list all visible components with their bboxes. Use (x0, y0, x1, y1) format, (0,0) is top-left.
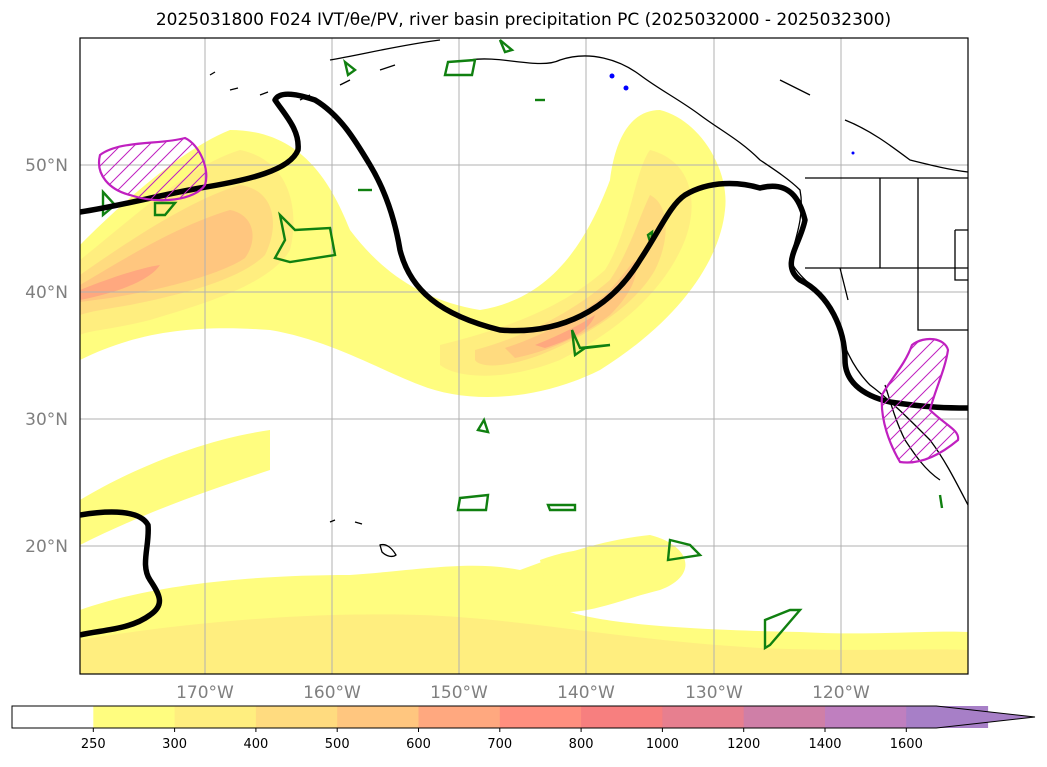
map-frame (79, 37, 969, 675)
map-panel: 50°N 40°N 30°N 20°N 170°W 160°W 150°W 14… (25, 37, 969, 700)
lat-labels: 50°N 40°N 30°N 20°N (25, 156, 68, 557)
lon-label-160w: 160°W (303, 683, 361, 700)
lat-label-30: 30°N (25, 410, 68, 430)
colorbar-cell (255, 706, 338, 728)
colorbar-tick-label: 1600 (890, 737, 923, 752)
lon-label-120w: 120°W (812, 683, 870, 700)
colorbar-cell (418, 706, 501, 728)
colorbar-tick-label: 600 (406, 737, 431, 752)
colorbar-cell (743, 706, 826, 728)
lon-labels: 170°W 160°W 150°W 140°W 130°W 120°W (176, 683, 870, 700)
colorbar-tick-label: 300 (162, 737, 187, 752)
map-title: 2025031800 F024 IVT/θe/PV, river basin p… (155, 10, 892, 30)
colorbar-cell (581, 706, 663, 728)
colorbar-cell (825, 706, 907, 728)
lon-label-140w: 140°W (557, 683, 615, 700)
colorbar-cell (499, 706, 582, 728)
lat-label-50: 50°N (25, 156, 68, 176)
lon-label-130w: 130°W (685, 683, 743, 700)
ivt-l4-center (505, 260, 637, 358)
colorbar-cell (662, 706, 745, 728)
colorbar-tick-label: 1000 (646, 737, 679, 752)
theta-e-contour (80, 91, 968, 638)
ivt-l2-south (80, 614, 968, 674)
colorbar-tick-label: 1200 (727, 737, 760, 752)
colorbar-tick-label: 1400 (808, 737, 841, 752)
ivt-l5-west (80, 265, 160, 300)
colorbar-cell (337, 706, 419, 728)
lon-label-170w: 170°W (176, 683, 234, 700)
colorbar-cell (12, 706, 94, 728)
colorbar-tick-label: 800 (569, 737, 594, 752)
ivt-blob-1 (540, 548, 650, 586)
lat-label-40: 40°N (25, 283, 68, 303)
blue-marks (609, 73, 855, 155)
colorbar-cells (11, 705, 1036, 729)
colorbar-outline (11, 705, 1036, 729)
colorbar-tick-label: 400 (243, 737, 268, 752)
colorbar-extend-arrow (906, 706, 1035, 728)
colorbar-tick-label: 700 (487, 737, 512, 752)
ivt-band-south (80, 430, 270, 545)
ivt-l5-center (535, 315, 595, 348)
colorbar-ticks: 250 300 400 500 600 700 800 1000 1200 1400 1600 (81, 728, 923, 752)
lon-label-150w: 150°W (430, 683, 488, 700)
colorbar-tick-label: 500 (325, 737, 350, 752)
pv-contours (101, 39, 944, 651)
lat-label-20: 20°N (25, 537, 68, 557)
colorbar-cell (93, 706, 176, 728)
colorbar-tick-label: 250 (81, 737, 106, 752)
basin-precip (97, 136, 960, 464)
colorbar-cell (174, 706, 257, 728)
